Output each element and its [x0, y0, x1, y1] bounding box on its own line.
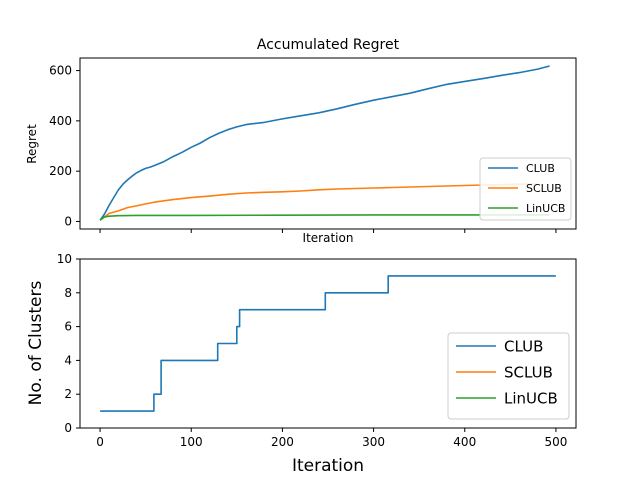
legend-label-club: CLUB [526, 162, 555, 175]
legend-label-sclub: SCLUB [526, 182, 562, 195]
legend-label-club: CLUB [504, 337, 543, 355]
bottom-plot-area: 0 100 200 300 400 500 0 2 4 6 8 10 CLUB SCLUB LinUCB [57, 252, 577, 449]
x-tick-label: 200 [271, 435, 294, 449]
y-tick-label: 400 [49, 114, 72, 128]
top-plot-area: 0 200 400 600 CLUB SCLUB LinUCB [49, 57, 577, 233]
x-tick-label: 100 [180, 435, 203, 449]
axes-frame [79, 258, 577, 429]
y-tick-label: 10 [57, 252, 72, 266]
x-tick-label: 500 [544, 435, 567, 449]
top-chart-ylabel: Regret [25, 124, 39, 164]
y-tick-label: 200 [49, 164, 72, 178]
y-tick-label: 0 [64, 214, 72, 228]
series-line-club [100, 275, 556, 412]
y-tick-label: 4 [64, 353, 72, 367]
y-tick-label: 600 [49, 64, 72, 78]
bottom-chart-ylabel: No. of Clusters [26, 281, 46, 406]
legend-box [479, 157, 572, 221]
series-line-club [99, 65, 550, 221]
bottom-chart-xlabel: Iteration [292, 456, 364, 476]
legend: CLUB SCLUB LinUCB [479, 157, 572, 221]
y-tick-label: 6 [64, 320, 72, 334]
legend: CLUB SCLUB LinUCB [447, 332, 570, 420]
legend-label-linucb: LinUCB [526, 202, 565, 215]
legend-label-linucb: LinUCB [504, 389, 558, 407]
legend-label-sclub: SCLUB [504, 363, 553, 381]
x-tick-label: 300 [362, 435, 385, 449]
top-chart-xlabel: Iteration [303, 231, 354, 245]
x-tick-label: 400 [453, 435, 476, 449]
y-tick-label: 2 [64, 387, 72, 401]
top-chart-title: Accumulated Regret [257, 37, 400, 53]
y-tick-label: 8 [64, 286, 72, 300]
y-tick-label: 0 [64, 421, 72, 435]
series-line-sclub [99, 183, 538, 221]
axes-frame [79, 57, 577, 230]
x-tick-label: 0 [96, 435, 104, 449]
series-line-linucb [99, 214, 550, 221]
